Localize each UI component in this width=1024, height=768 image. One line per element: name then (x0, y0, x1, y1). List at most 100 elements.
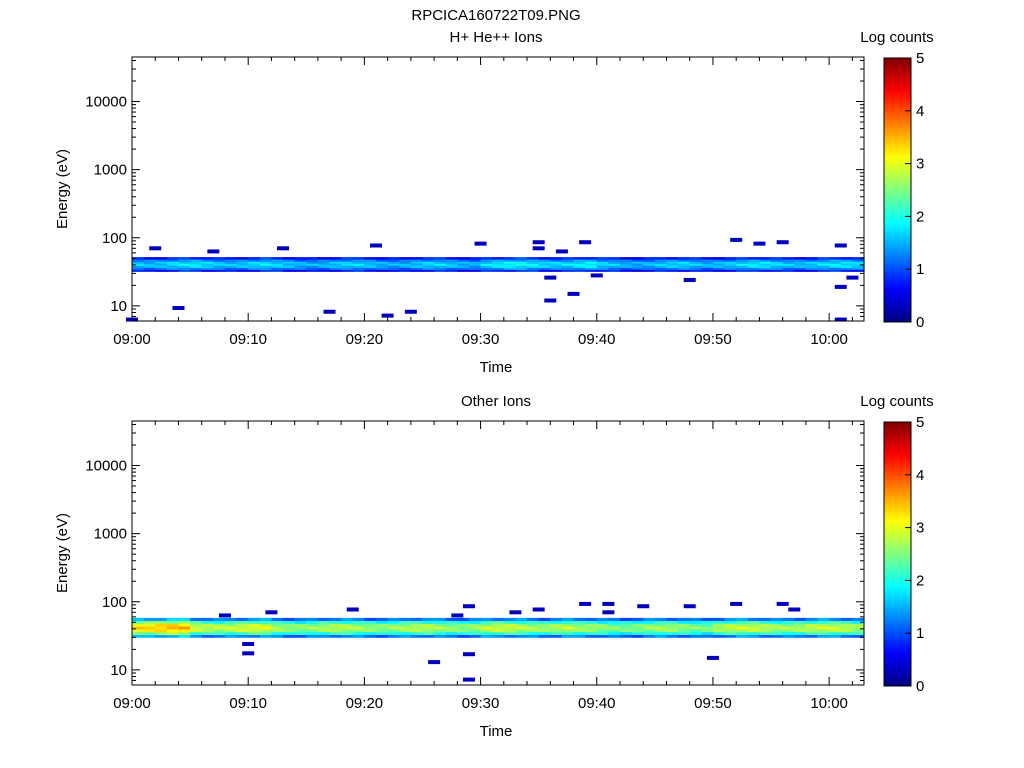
band-cell (294, 620, 307, 624)
band-cell (434, 623, 447, 627)
band-cell (259, 629, 273, 633)
band-cell (329, 620, 342, 624)
band-cell (782, 626, 795, 630)
band-cell (678, 634, 691, 638)
y-tick-label: 10 (110, 662, 127, 679)
band-cell (422, 623, 435, 627)
band-cell (224, 626, 238, 630)
x-tick-label: 09:30 (462, 695, 500, 712)
band-cell (364, 259, 377, 262)
panel-2-xlabel: Time (480, 723, 513, 740)
band-cell (283, 626, 296, 630)
band-cell (329, 269, 342, 272)
band-cell (468, 269, 482, 272)
sparse-count-mark (834, 284, 847, 289)
band-cell (422, 629, 435, 633)
band-cell (631, 267, 644, 270)
band-cell (236, 631, 249, 635)
band-cell (701, 629, 714, 633)
band-cell (759, 267, 772, 270)
colorbar-tick-label: 4 (916, 467, 924, 484)
band-cell (794, 261, 807, 264)
band-cell (294, 634, 307, 638)
band-cell (468, 629, 482, 633)
band-cell (701, 257, 714, 260)
sparse-count-mark (218, 613, 231, 618)
band-cell (585, 626, 598, 630)
band-cell (410, 629, 424, 633)
band-cell (317, 267, 331, 270)
band-cell (271, 629, 284, 633)
band-cell (678, 259, 691, 262)
band-cell (561, 629, 575, 633)
sparse-count-mark (555, 249, 568, 254)
band-cell (620, 617, 633, 622)
band-cell (852, 620, 865, 624)
band-cell (434, 259, 447, 262)
band-cell (468, 257, 482, 260)
band-cell (457, 631, 470, 635)
band-cell (190, 617, 203, 622)
band-cell (317, 261, 331, 264)
band-cell (201, 620, 214, 624)
band-cell (341, 269, 354, 272)
band-cell (596, 263, 609, 266)
band-cell (666, 620, 679, 624)
band-cell (236, 261, 249, 264)
band-cell (317, 259, 331, 262)
band-cell (643, 626, 656, 630)
sparse-count-mark (451, 613, 464, 618)
band-cell (747, 267, 761, 270)
band-cell (224, 261, 238, 264)
band-cell (724, 257, 737, 260)
band-cell (515, 261, 528, 264)
band-cell (794, 259, 807, 262)
band-cell (445, 626, 458, 630)
band-cell (724, 620, 737, 624)
band-cell (678, 263, 691, 266)
band-cell (248, 257, 261, 260)
band-cell (283, 265, 296, 268)
band-cell (224, 631, 238, 635)
band-cell (132, 267, 145, 270)
band-cell (503, 617, 517, 622)
band-cell (817, 261, 830, 264)
band-cell (782, 257, 795, 260)
band-cell (643, 623, 656, 627)
band-cell (840, 623, 853, 627)
band-cell (190, 629, 203, 633)
band-cell (352, 634, 365, 638)
band-cell (527, 617, 540, 622)
band-cell (503, 629, 517, 633)
band-cell (689, 620, 702, 624)
band-cell (678, 620, 691, 624)
band-cell (515, 263, 528, 266)
band-cell (422, 257, 435, 260)
band-cell (829, 623, 842, 627)
band-cell (620, 634, 633, 638)
band-cell (840, 263, 853, 266)
band-cell (283, 631, 296, 635)
band-cell (596, 267, 609, 270)
band-cell (155, 267, 168, 270)
band-cell (492, 265, 505, 268)
band-cell (573, 634, 586, 638)
band-cell (701, 261, 714, 264)
band-cell (736, 261, 749, 264)
band-cell (666, 269, 679, 272)
band-cell (538, 626, 551, 630)
band-cell (759, 257, 772, 260)
panel-1-colorbar-label: Log counts (860, 29, 933, 46)
band-cell (364, 267, 377, 270)
band-cell (561, 623, 575, 627)
band-cell (829, 626, 842, 630)
band-cell (515, 257, 528, 260)
band-cell (248, 265, 261, 268)
band-cell (132, 620, 145, 624)
band-cell (236, 634, 249, 638)
band-cell (515, 269, 528, 272)
band-cell (805, 259, 819, 262)
band-cell (387, 620, 400, 624)
band-cell (678, 257, 691, 260)
band-cell (306, 620, 319, 624)
